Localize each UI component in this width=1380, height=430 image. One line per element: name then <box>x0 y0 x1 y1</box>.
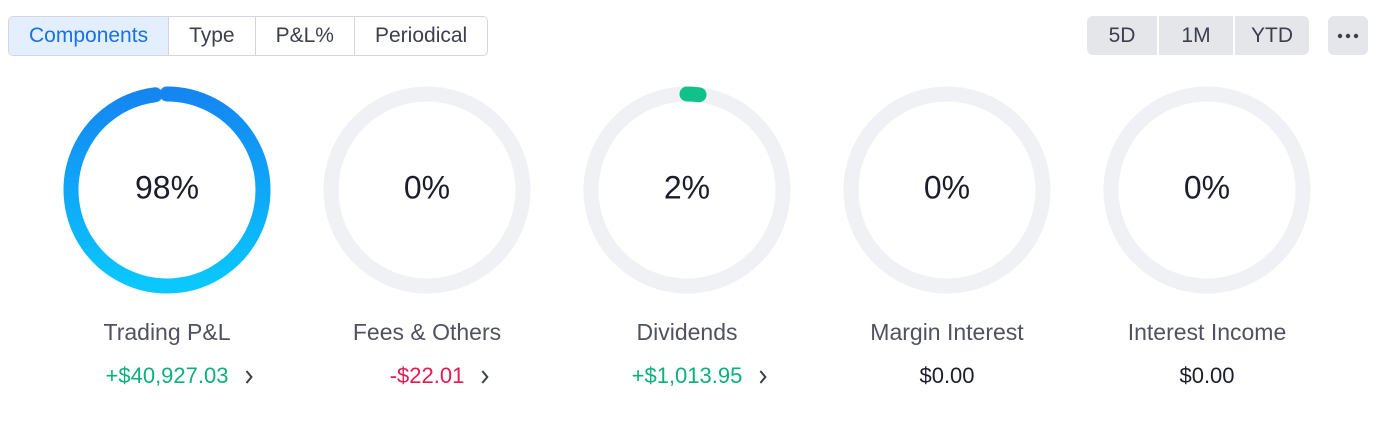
component-amount[interactable]: +$40,927.03 <box>106 363 229 388</box>
component-amount: $0.00 <box>1179 363 1234 388</box>
component-amount[interactable]: -$22.01 <box>390 363 465 388</box>
gauge-arc <box>63 86 271 294</box>
gauge-track <box>323 86 531 294</box>
more-button[interactable] <box>1328 16 1368 55</box>
gauge-track <box>843 86 1051 294</box>
gauge-percent: 0% <box>924 169 970 205</box>
chevron[interactable] <box>759 370 767 384</box>
gauge-percent: 0% <box>404 169 450 205</box>
tab[interactable]: P&L% <box>254 17 354 55</box>
range-button[interactable]: YTD <box>1233 16 1309 55</box>
gauge-percent: 0% <box>1184 169 1230 205</box>
chevron[interactable] <box>481 370 489 384</box>
gauge-track <box>1103 86 1311 294</box>
component-name: Margin Interest <box>870 319 1024 345</box>
gauge-percent: 2% <box>664 169 710 205</box>
more-icon <box>1337 33 1359 39</box>
component-amount[interactable]: +$1,013.95 <box>632 363 743 388</box>
tab[interactable]: Type <box>168 17 255 55</box>
component-name: Interest Income <box>1128 319 1287 345</box>
range-button[interactable]: 5D <box>1108 24 1136 47</box>
gauge-arc <box>679 86 707 103</box>
component-amount: $0.00 <box>919 363 974 388</box>
range-group: 5D 1M YTD <box>1087 16 1309 55</box>
chevron[interactable] <box>245 370 253 384</box>
component-name: Dividends <box>637 319 738 345</box>
component-name: Trading P&L <box>104 319 231 345</box>
component-name: Fees & Others <box>353 319 501 345</box>
tab-group: Components Type P&L% Periodical <box>8 16 489 56</box>
tab[interactable]: Periodical <box>353 17 487 55</box>
range-button[interactable]: 1M <box>1157 16 1233 55</box>
tab[interactable]: Components <box>9 17 169 55</box>
gauge-percent: 98% <box>135 169 199 205</box>
